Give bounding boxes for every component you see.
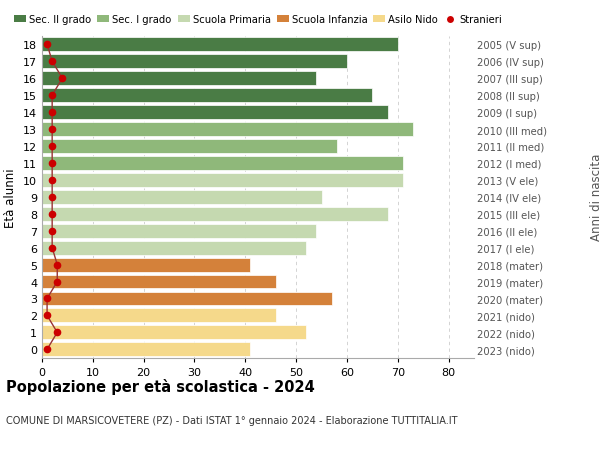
Bar [42, 326, 306, 340]
Bar [42, 157, 403, 170]
Bar [42, 207, 388, 221]
Text: Popolazione per età scolastica - 2024: Popolazione per età scolastica - 2024 [6, 379, 315, 395]
Legend: Sec. II grado, Sec. I grado, Scuola Primaria, Scuola Infanzia, Asilo Nido, Stran: Sec. II grado, Sec. I grado, Scuola Prim… [14, 15, 502, 25]
Text: COMUNE DI MARSICOVETERE (PZ) - Dati ISTAT 1° gennaio 2024 - Elaborazione TUTTITA: COMUNE DI MARSICOVETERE (PZ) - Dati ISTA… [6, 415, 458, 425]
Bar [42, 275, 276, 289]
Bar [42, 72, 316, 86]
Bar [42, 241, 306, 255]
Bar [42, 342, 250, 357]
Bar [42, 38, 398, 52]
Bar [42, 224, 316, 238]
Bar [42, 258, 250, 272]
Bar [42, 123, 413, 137]
Bar [42, 89, 373, 103]
Text: Anni di nascita: Anni di nascita [590, 154, 600, 241]
Bar [42, 106, 388, 120]
Bar [42, 292, 332, 306]
Bar [42, 190, 322, 204]
Bar [42, 174, 403, 187]
Bar [42, 55, 347, 69]
Y-axis label: Età alunni: Età alunni [4, 168, 17, 227]
Bar [42, 309, 276, 323]
Bar [42, 140, 337, 154]
